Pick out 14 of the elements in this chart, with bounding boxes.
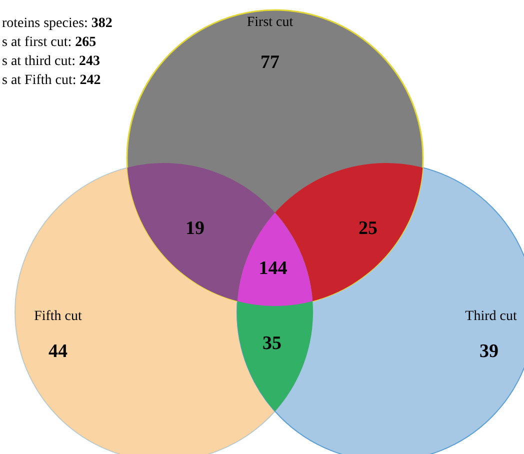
text: 35 <box>262 333 282 354</box>
text: 19 <box>186 218 204 239</box>
data-label: 44 <box>48 341 68 362</box>
category-label: Fifth cut <box>34 309 82 324</box>
text: roteins species: 382 <box>2 16 112 31</box>
data-label: 39 <box>480 341 498 362</box>
category-label: First cut <box>246 15 294 30</box>
text: s at Fifth cut: 242 <box>2 73 101 88</box>
text: s at first cut: 265 <box>2 35 96 50</box>
text: 144 <box>258 258 288 279</box>
category-label: Third cut <box>465 309 517 324</box>
text: s at third cut: 243 <box>2 54 100 69</box>
text: 25 <box>358 218 378 239</box>
data-label: 77 <box>260 52 280 73</box>
